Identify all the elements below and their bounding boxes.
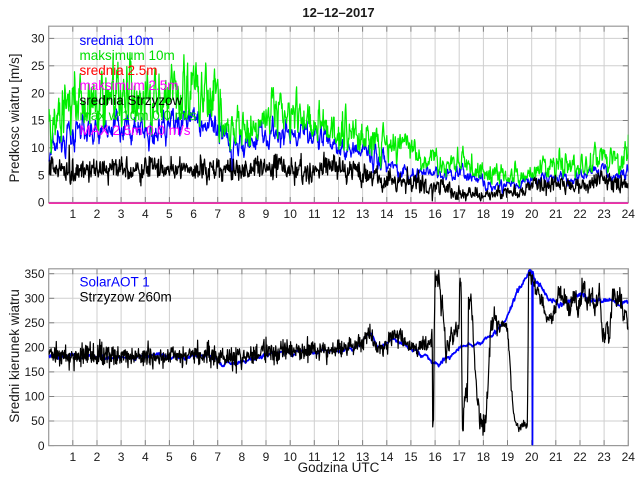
- svg-text:50: 50: [31, 414, 45, 428]
- svg-text:srednia 2.5m: srednia 2.5m: [80, 63, 158, 78]
- svg-text:5: 5: [166, 450, 173, 464]
- svg-text:6: 6: [190, 207, 197, 221]
- svg-text:14: 14: [380, 450, 394, 464]
- svg-text:1: 1: [69, 207, 76, 221]
- svg-text:20: 20: [31, 86, 45, 100]
- svg-text:15: 15: [31, 114, 45, 128]
- svg-text:maksimum 2.5m: maksimum 2.5m: [80, 78, 179, 93]
- svg-text:20: 20: [525, 450, 539, 464]
- svg-text:3: 3: [118, 207, 125, 221]
- svg-text:1: 1: [69, 450, 76, 464]
- svg-text:10: 10: [284, 450, 298, 464]
- svg-text:6: 6: [190, 450, 197, 464]
- svg-text:22: 22: [573, 207, 587, 221]
- svg-text:3: 3: [118, 450, 125, 464]
- svg-text:8: 8: [239, 207, 246, 221]
- svg-text:15: 15: [404, 450, 418, 464]
- svg-text:150: 150: [24, 365, 44, 379]
- svg-text:19: 19: [501, 450, 515, 464]
- svg-text:9: 9: [263, 207, 270, 221]
- svg-text:23: 23: [597, 207, 611, 221]
- svg-text:4: 4: [142, 450, 149, 464]
- svg-text:5: 5: [38, 168, 45, 182]
- svg-text:maksimum 10m: maksimum 10m: [80, 48, 175, 63]
- svg-text:Sredni kierunek wiatru: Sredni kierunek wiatru: [7, 289, 22, 423]
- svg-text:5: 5: [166, 207, 173, 221]
- svg-text:0: 0: [38, 439, 45, 453]
- svg-text:13: 13: [356, 450, 370, 464]
- svg-text:11: 11: [308, 207, 321, 221]
- svg-text:SolarAOT 1: SolarAOT 1: [80, 275, 150, 290]
- svg-text:Predkosc wiatru [m/s]: Predkosc wiatru [m/s]: [7, 53, 22, 182]
- svg-text:11: 11: [308, 450, 321, 464]
- svg-text:17: 17: [453, 450, 467, 464]
- svg-text:22: 22: [573, 450, 587, 464]
- svg-text:Strzyzow 260m: Strzyzow 260m: [80, 290, 172, 305]
- svg-text:13: 13: [356, 207, 370, 221]
- svg-text:24: 24: [622, 207, 636, 221]
- svg-text:7: 7: [214, 450, 221, 464]
- svg-text:25: 25: [31, 59, 45, 73]
- svg-text:19: 19: [501, 207, 515, 221]
- svg-text:23: 23: [597, 450, 611, 464]
- svg-text:30: 30: [31, 32, 45, 46]
- svg-text:2: 2: [94, 450, 101, 464]
- svg-text:max w 10m 0.0 m/s: max w 10m 0.0 m/s: [80, 108, 197, 123]
- svg-text:200: 200: [24, 341, 44, 355]
- svg-text:21: 21: [549, 207, 563, 221]
- svg-text:18: 18: [477, 207, 491, 221]
- svg-text:9: 9: [263, 450, 270, 464]
- svg-text:17: 17: [453, 207, 467, 221]
- svg-text:Godzina UTC: Godzina UTC: [298, 460, 380, 475]
- svg-text:16: 16: [428, 207, 442, 221]
- svg-text:14: 14: [380, 207, 394, 221]
- svg-text:250: 250: [24, 316, 44, 330]
- svg-text:0: 0: [38, 196, 45, 210]
- svg-text:18: 18: [477, 450, 491, 464]
- svg-text:16: 16: [428, 450, 442, 464]
- svg-text:MAX 2.5m 0.0 m/s: MAX 2.5m 0.0 m/s: [80, 123, 191, 138]
- svg-text:300: 300: [24, 292, 44, 306]
- svg-text:350: 350: [24, 267, 44, 281]
- svg-text:srednia 10m: srednia 10m: [80, 33, 154, 48]
- svg-text:10: 10: [31, 141, 45, 155]
- svg-text:10: 10: [284, 207, 298, 221]
- svg-text:2: 2: [94, 207, 101, 221]
- svg-text:srednia Strzyzow: srednia Strzyzow: [80, 93, 183, 108]
- svg-text:7: 7: [214, 207, 221, 221]
- svg-text:8: 8: [239, 450, 246, 464]
- svg-text:100: 100: [24, 390, 44, 404]
- svg-text:15: 15: [404, 207, 418, 221]
- svg-text:12–12–2017: 12–12–2017: [302, 5, 374, 20]
- svg-text:20: 20: [525, 207, 539, 221]
- svg-text:12: 12: [332, 450, 346, 464]
- svg-text:4: 4: [142, 207, 149, 221]
- svg-text:12: 12: [332, 207, 346, 221]
- svg-text:24: 24: [622, 450, 636, 464]
- svg-text:21: 21: [549, 450, 563, 464]
